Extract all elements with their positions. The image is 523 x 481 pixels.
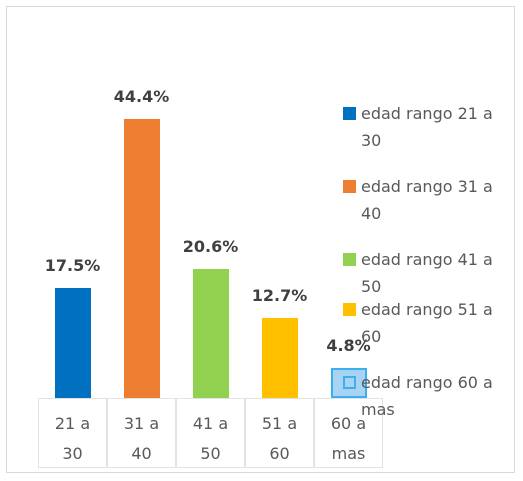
x-tick-label: 21 a 30 bbox=[38, 398, 107, 468]
bar bbox=[192, 268, 229, 398]
bar bbox=[330, 367, 367, 398]
data-label: 17.5% bbox=[44, 256, 101, 276]
x-tick-label: 60 a mas bbox=[314, 398, 383, 468]
x-tick-label: 41 a 50 bbox=[176, 398, 245, 468]
data-label: 20.6% bbox=[182, 236, 239, 256]
data-label: 4.8% bbox=[326, 335, 371, 355]
x-tick-label: 31 a 40 bbox=[107, 398, 176, 468]
legend-swatch bbox=[343, 253, 356, 266]
x-tick-label: 51 a 60 bbox=[245, 398, 314, 468]
bar bbox=[261, 318, 298, 398]
legend-label: edad rango 41 a 50 bbox=[361, 250, 493, 296]
bar bbox=[123, 119, 160, 398]
data-label: 44.4% bbox=[113, 87, 170, 107]
legend-swatch bbox=[343, 303, 356, 316]
legend-label: edad rango 21 a 30 bbox=[361, 104, 493, 150]
legend-swatch bbox=[343, 180, 356, 193]
legend-label: edad rango 31 a 40 bbox=[361, 177, 493, 223]
legend-label: edad rango 51 a 60 bbox=[361, 300, 493, 346]
data-label: 12.7% bbox=[251, 286, 308, 306]
bar bbox=[54, 288, 91, 398]
chart-frame bbox=[6, 6, 515, 473]
legend-swatch bbox=[343, 107, 356, 120]
legend-swatch bbox=[343, 376, 356, 389]
legend-label: edad rango 60 a mas bbox=[361, 373, 493, 419]
